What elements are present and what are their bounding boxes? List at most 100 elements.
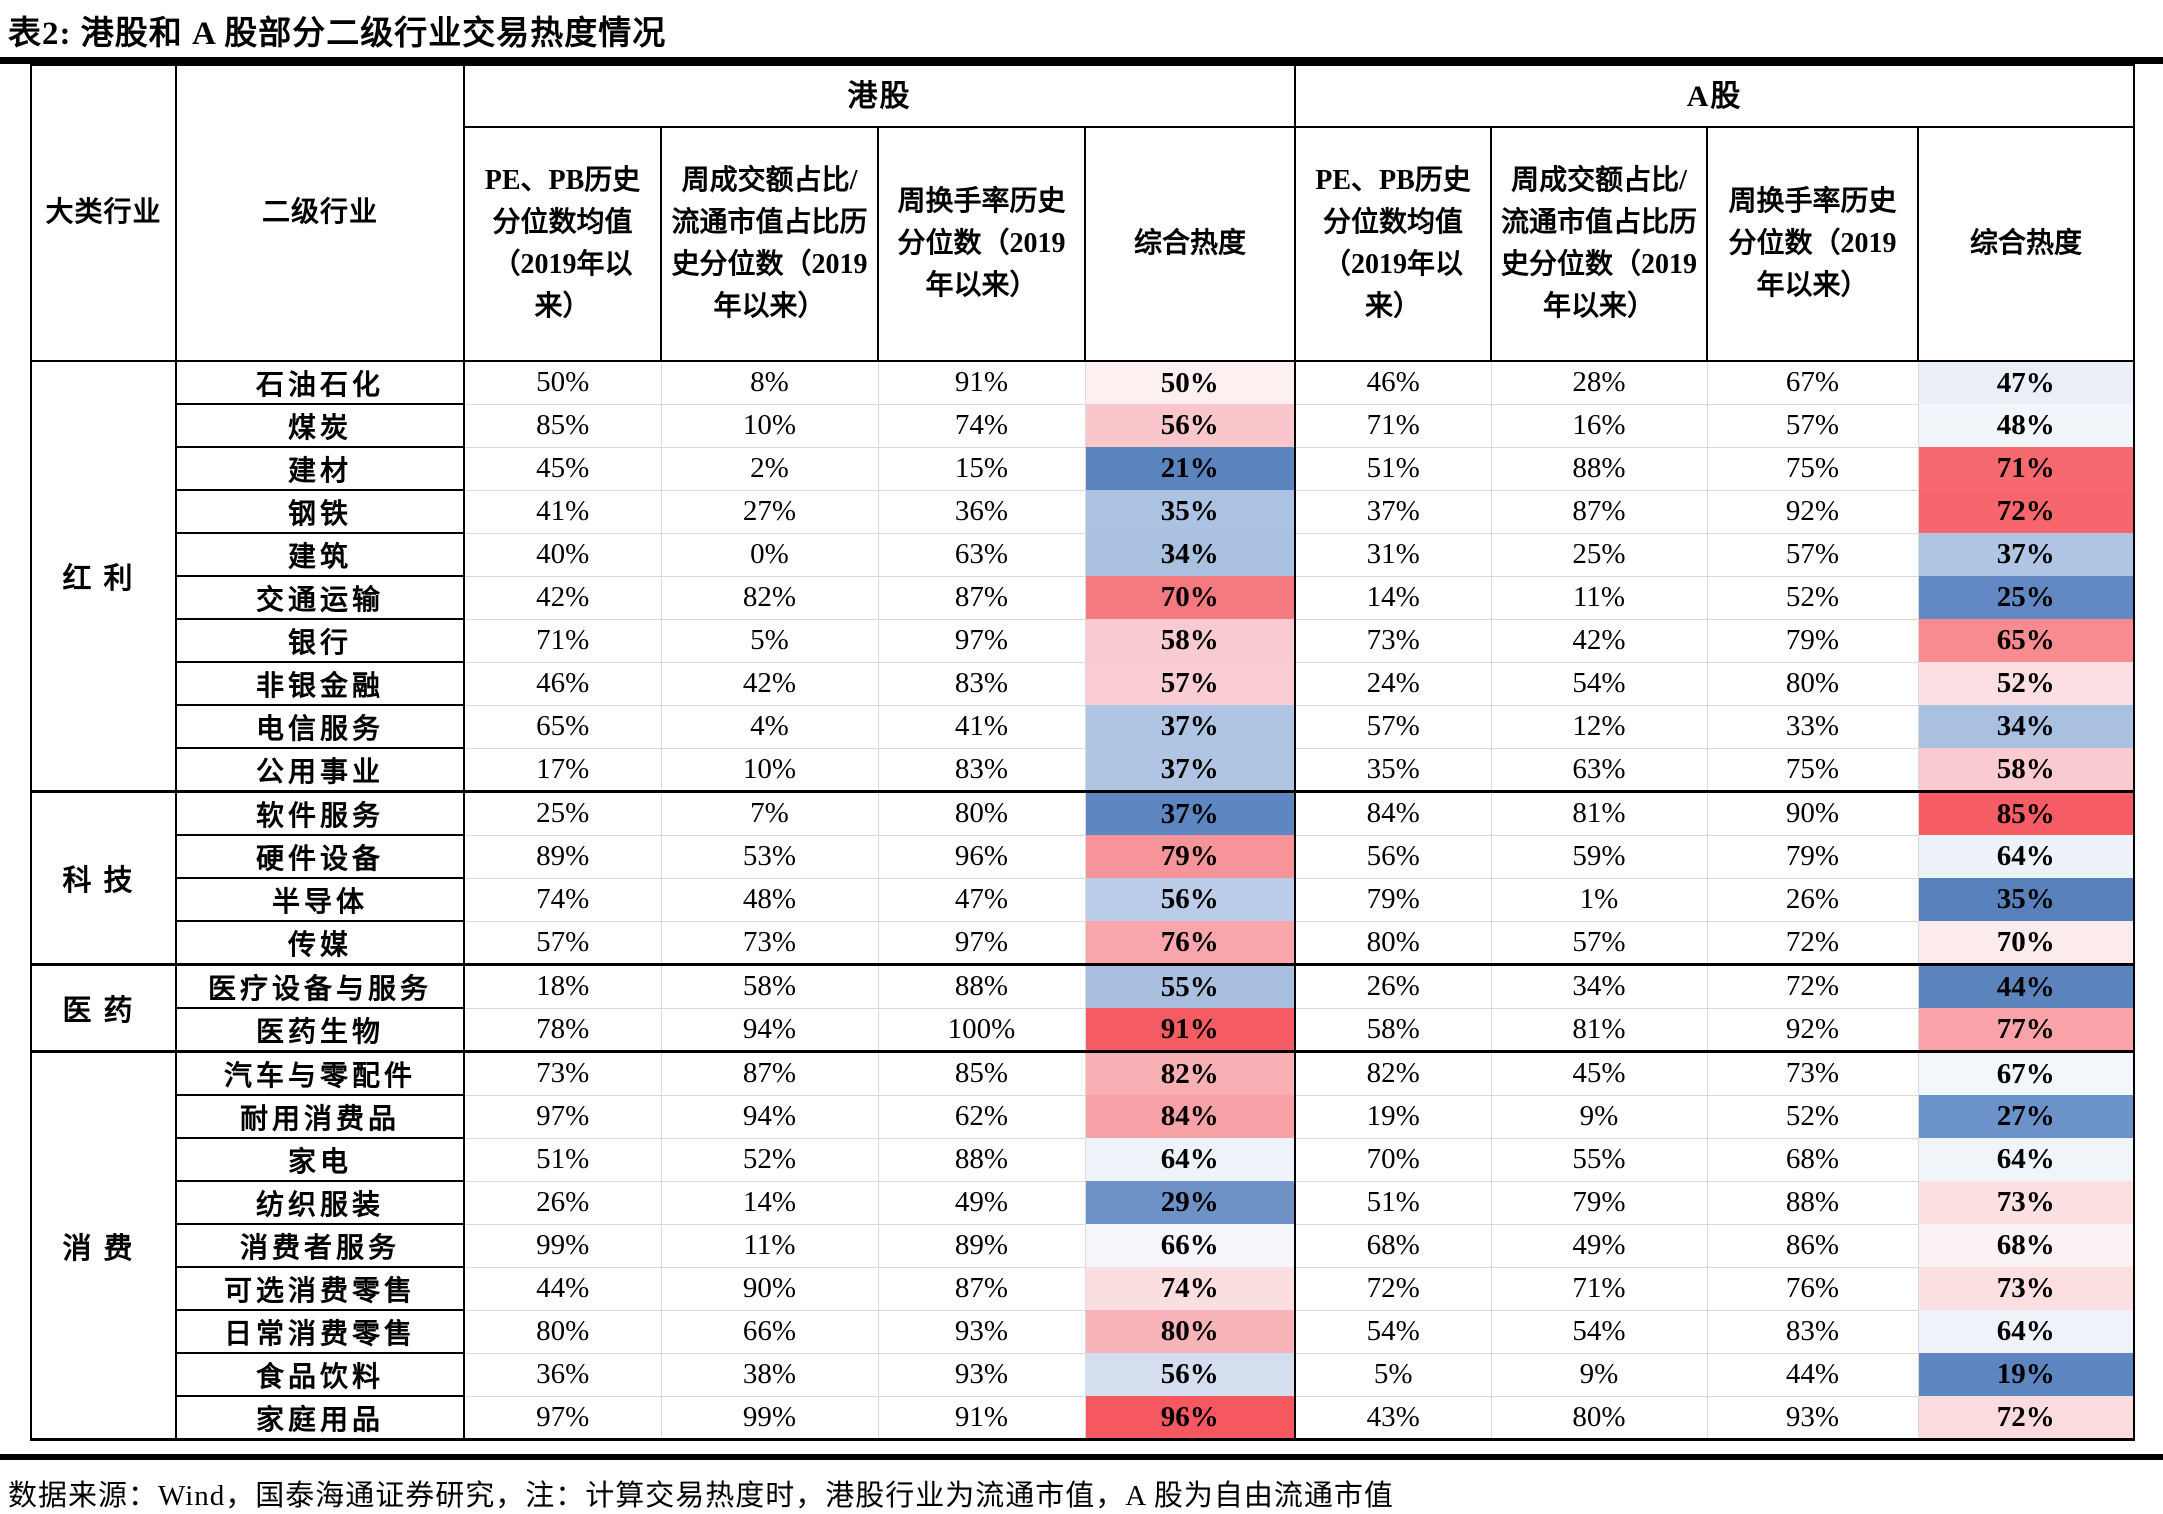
hk-metric-cell: 85% bbox=[878, 1051, 1086, 1096]
a-composite-cell: 64% bbox=[1918, 1138, 2135, 1181]
hk-composite-cell: 50% bbox=[1085, 361, 1296, 404]
a-metric-cell: 52% bbox=[1707, 576, 1919, 620]
hk-composite-cell: 64% bbox=[1085, 1138, 1296, 1181]
hk-metric-cell: 90% bbox=[661, 1267, 879, 1311]
a-metric-cell: 19% bbox=[1295, 1095, 1492, 1139]
a-metric-cell: 71% bbox=[1491, 1267, 1708, 1311]
hk-metric-cell: 66% bbox=[661, 1310, 879, 1354]
title-divider bbox=[0, 57, 2163, 64]
major-industry-cell: 医药 bbox=[31, 964, 177, 1053]
table-row: 医药 医疗设备与服务 18% 58% 88% 55% 26% 34% 72% 44% bbox=[31, 964, 2135, 1053]
a-metric-cell: 44% bbox=[1707, 1353, 1919, 1397]
a-metric-cell: 75% bbox=[1707, 447, 1919, 491]
a-metric-cell: 24% bbox=[1295, 662, 1492, 706]
hk-composite-cell: 76% bbox=[1085, 921, 1296, 966]
a-metric-cell: 57% bbox=[1707, 533, 1919, 577]
hk-metric-cell: 7% bbox=[661, 791, 879, 836]
hk-metric-cell: 42% bbox=[464, 576, 662, 620]
a-metric-cell: 83% bbox=[1707, 1310, 1919, 1354]
header-hk-composite: 综合热度 bbox=[1084, 126, 1296, 362]
hk-metric-cell: 5% bbox=[661, 619, 879, 663]
table-row: 红利 石油石化 50% 8% 91% 50% 46% 28% 67% 47% bbox=[31, 361, 2135, 793]
a-composite-cell: 52% bbox=[1918, 662, 2135, 705]
hk-composite-cell: 55% bbox=[1085, 964, 1296, 1008]
a-metric-cell: 25% bbox=[1491, 533, 1708, 577]
hk-composite-cell: 35% bbox=[1085, 490, 1296, 533]
hk-composite-cell: 80% bbox=[1085, 1310, 1296, 1353]
hk-composite-cell: 21% bbox=[1085, 447, 1296, 490]
a-metric-cell: 31% bbox=[1295, 533, 1492, 577]
hk-metric-cell: 18% bbox=[464, 964, 662, 1009]
a-composite-cell: 77% bbox=[1918, 1008, 2135, 1053]
hk-metric-cell: 96% bbox=[878, 835, 1086, 879]
secondary-industry-cell: 非银金融 bbox=[176, 662, 465, 706]
hk-metric-cell: 40% bbox=[464, 533, 662, 577]
a-metric-cell: 46% bbox=[1295, 361, 1492, 405]
hk-metric-cell: 4% bbox=[661, 705, 879, 749]
secondary-industry-cell: 医疗设备与服务 bbox=[176, 964, 465, 1009]
a-metric-cell: 63% bbox=[1491, 748, 1708, 793]
table-row: 硬件设备 89% 53% 96% 79% 56% 59% 79% 64% bbox=[31, 835, 2135, 879]
hk-metric-cell: 11% bbox=[661, 1224, 879, 1268]
hk-metric-cell: 71% bbox=[464, 619, 662, 663]
secondary-industry-cell: 可选消费零售 bbox=[176, 1267, 465, 1311]
hk-metric-cell: 83% bbox=[878, 662, 1086, 706]
a-metric-cell: 42% bbox=[1491, 619, 1708, 663]
a-metric-cell: 92% bbox=[1707, 490, 1919, 534]
a-metric-cell: 75% bbox=[1707, 748, 1919, 793]
header-hk-turnover: 周换手率历史分位数（2019年以来） bbox=[877, 126, 1086, 362]
a-metric-cell: 14% bbox=[1295, 576, 1492, 620]
a-metric-cell: 73% bbox=[1295, 619, 1492, 663]
market-header-row: 大类行业 二级行业 港股 A股 bbox=[30, 64, 2136, 362]
a-metric-cell: 49% bbox=[1491, 1224, 1708, 1268]
secondary-industry-cell: 传媒 bbox=[176, 921, 465, 966]
a-composite-cell: 65% bbox=[1918, 619, 2135, 662]
header-a-composite: 综合热度 bbox=[1916, 126, 2136, 362]
a-metric-cell: 76% bbox=[1707, 1267, 1919, 1311]
a-composite-cell: 37% bbox=[1918, 533, 2135, 576]
hk-metric-cell: 88% bbox=[878, 1138, 1086, 1182]
hk-composite-cell: 79% bbox=[1085, 835, 1296, 878]
hk-metric-cell: 47% bbox=[878, 878, 1086, 922]
a-composite-cell: 73% bbox=[1918, 1267, 2135, 1310]
hk-composite-cell: 37% bbox=[1085, 791, 1296, 835]
secondary-industry-cell: 耐用消费品 bbox=[176, 1095, 465, 1139]
hk-metric-cell: 87% bbox=[878, 576, 1086, 620]
a-metric-cell: 80% bbox=[1491, 1396, 1708, 1441]
header-group-hk: 港股 bbox=[463, 64, 1296, 128]
table-row: 半导体 74% 48% 47% 56% 79% 1% 26% 35% bbox=[31, 878, 2135, 922]
header-a-pepb: PE、PB历史分位数均值（2019年以来） bbox=[1294, 126, 1492, 362]
a-metric-cell: 28% bbox=[1491, 361, 1708, 405]
hk-metric-cell: 89% bbox=[464, 835, 662, 879]
a-metric-cell: 81% bbox=[1491, 1008, 1708, 1053]
hk-composite-cell: 37% bbox=[1085, 748, 1296, 793]
secondary-industry-cell: 软件服务 bbox=[176, 791, 465, 836]
a-metric-cell: 58% bbox=[1295, 1008, 1492, 1053]
header-a-turnover: 周换手率历史分位数（2019年以来） bbox=[1706, 126, 1919, 362]
header-group-a: A股 bbox=[1293, 64, 2136, 128]
a-composite-cell: 72% bbox=[1918, 490, 2135, 533]
secondary-industry-cell: 半导体 bbox=[176, 878, 465, 922]
hk-metric-cell: 10% bbox=[661, 748, 879, 793]
hk-metric-cell: 0% bbox=[661, 533, 879, 577]
table-row: 公用事业 17% 10% 83% 37% 35% 63% 75% 58% bbox=[31, 748, 2135, 793]
a-composite-cell: 85% bbox=[1918, 791, 2135, 835]
secondary-industry-cell: 钢铁 bbox=[176, 490, 465, 534]
hk-metric-cell: 91% bbox=[878, 361, 1086, 405]
hk-composite-cell: 56% bbox=[1085, 1353, 1296, 1396]
hk-metric-cell: 83% bbox=[878, 748, 1086, 793]
hk-metric-cell: 93% bbox=[878, 1353, 1086, 1397]
a-metric-cell: 51% bbox=[1295, 447, 1492, 491]
table-row: 建材 45% 2% 15% 21% 51% 88% 75% 71% bbox=[31, 447, 2135, 491]
hk-metric-cell: 74% bbox=[464, 878, 662, 922]
a-metric-cell: 88% bbox=[1707, 1181, 1919, 1225]
hk-metric-cell: 80% bbox=[878, 791, 1086, 836]
table-bottom-divider bbox=[0, 1454, 2163, 1460]
hk-metric-cell: 94% bbox=[661, 1008, 879, 1053]
a-metric-cell: 80% bbox=[1295, 921, 1492, 966]
a-metric-cell: 45% bbox=[1491, 1051, 1708, 1096]
hk-metric-cell: 80% bbox=[464, 1310, 662, 1354]
hk-composite-cell: 84% bbox=[1085, 1095, 1296, 1138]
page-title: 表2: 港股和 A 股部分二级行业交易热度情况 bbox=[8, 16, 667, 52]
hk-metric-cell: 41% bbox=[878, 705, 1086, 749]
